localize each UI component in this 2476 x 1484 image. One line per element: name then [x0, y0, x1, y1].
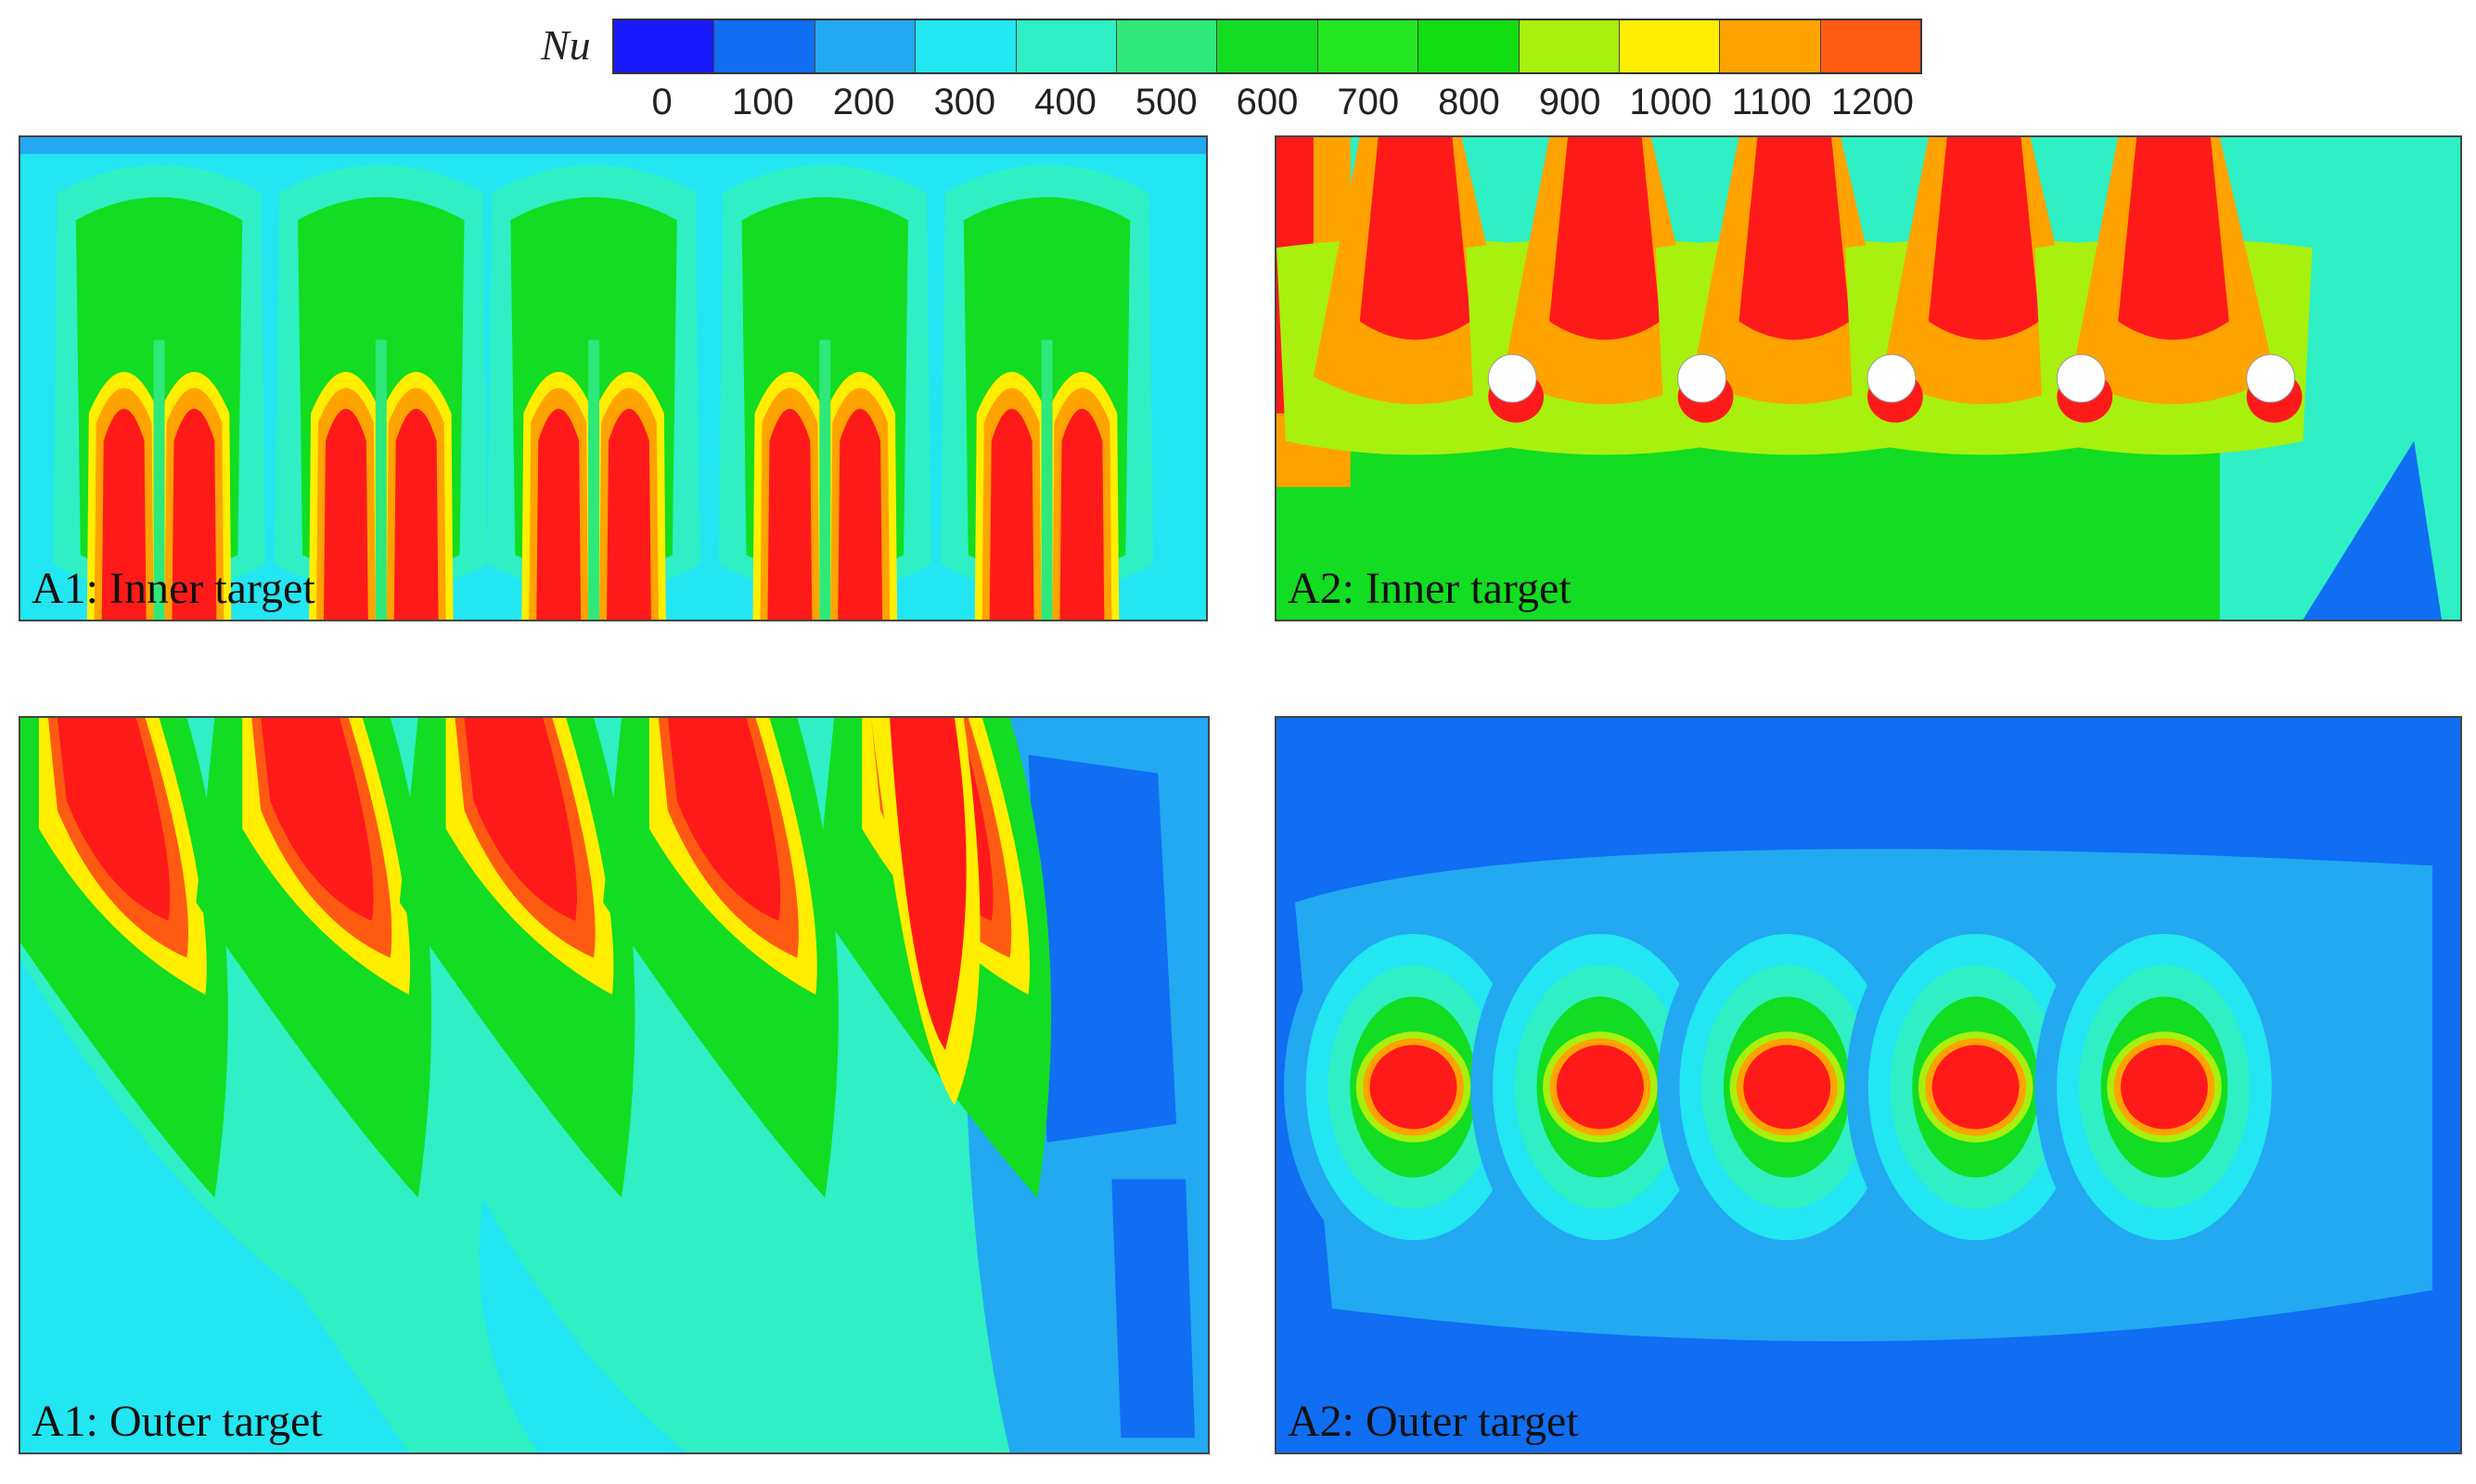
- colorbar-swatch: [1418, 20, 1520, 72]
- hot-spot: [2121, 1044, 2208, 1130]
- panel-a2-outer-target: A2: Outer target: [1275, 716, 2462, 1454]
- colorbar-tick-label: 400: [1034, 82, 1097, 122]
- colorbar-swatch: [1016, 20, 1117, 72]
- panel-label-a2-inner: A2: Inner target: [1288, 564, 1572, 613]
- colorbar-swatch: [1116, 20, 1218, 72]
- panel-label-a2-outer: A2: Outer target: [1288, 1397, 1579, 1446]
- colorbar-swatch: [1720, 20, 1821, 72]
- film-hole: [1487, 353, 1537, 403]
- hot-spot: [1743, 1044, 1831, 1130]
- jet-core: [1738, 137, 1851, 340]
- edge-band: [20, 137, 1206, 154]
- colorbar: [612, 19, 1922, 74]
- colorbar-tick-label: 1100: [1731, 82, 1812, 122]
- hot-core: [261, 718, 374, 921]
- low-region: [1028, 754, 1177, 1143]
- jet-gap: [375, 339, 387, 620]
- colorbar-tick-label: 0: [651, 82, 673, 122]
- film-hole: [1677, 353, 1726, 403]
- hot-core: [57, 718, 171, 921]
- contour-plot-a1-outer: [20, 718, 1208, 1452]
- jet-streak: [393, 408, 439, 620]
- colorbar-title: Nu: [541, 21, 591, 69]
- colorbar-swatch: [1820, 20, 1921, 72]
- jet-streak: [1059, 408, 1105, 620]
- colorbar-tick-label: 1000: [1629, 82, 1713, 122]
- hot-core: [667, 718, 781, 921]
- jet-gap: [153, 339, 165, 620]
- film-hole: [2246, 353, 2296, 403]
- colorbar-swatch: [614, 20, 715, 72]
- panel-label-a1-inner: A1: Inner target: [32, 564, 315, 613]
- contour-plot-a2-inner: [1276, 137, 2460, 620]
- hot-spot: [1556, 1044, 1644, 1130]
- panel-a2-inner-target: A2: Inner target: [1275, 135, 2462, 621]
- colorbar-swatch: [815, 20, 917, 72]
- colorbar-swatch: [1519, 20, 1620, 72]
- jet-streak: [536, 408, 582, 620]
- colorbar-tick-label: 100: [732, 82, 794, 122]
- colorbar-swatch: [714, 20, 815, 72]
- colorbar-tick-label: 800: [1438, 82, 1500, 122]
- film-hole: [1867, 353, 1917, 403]
- jet-core: [1928, 137, 2040, 340]
- panel-label-a1-outer: A1: Outer target: [32, 1397, 323, 1446]
- low-region: [1111, 1179, 1196, 1439]
- panel-a1-outer-target: A1: Outer target: [19, 716, 1210, 1454]
- film-hole: [2056, 353, 2106, 403]
- colorbar-ticks: 0 100 200 300 400 500 600 700 800 900 1000 1100 1200: [612, 82, 1922, 128]
- hot-core: [890, 718, 967, 1051]
- hot-spot: [1369, 1044, 1457, 1130]
- jet-streak: [607, 408, 651, 620]
- jet-streak: [323, 408, 368, 620]
- colorbar-tick-label: 900: [1538, 82, 1601, 122]
- colorbar-tick-label: 1200: [1830, 82, 1914, 122]
- low-region: [2303, 441, 2443, 620]
- hot-spot: [1931, 1044, 2020, 1130]
- jet-gap: [819, 339, 831, 620]
- colorbar-tick-label: 600: [1236, 82, 1299, 122]
- jet-streak: [838, 408, 883, 620]
- colorbar-tick-label: 700: [1337, 82, 1400, 122]
- contour-plot-a2-outer: [1276, 718, 2460, 1452]
- jet-gap: [1041, 339, 1053, 620]
- jet-core: [1359, 137, 1471, 340]
- jet-streak: [101, 408, 147, 620]
- low-region: [479, 1197, 686, 1452]
- colorbar-swatch: [1317, 20, 1419, 72]
- colorbar-tick-label: 500: [1135, 82, 1198, 122]
- jet-core: [1549, 137, 1661, 340]
- contour-plot-a1-inner: [20, 137, 1206, 620]
- jet-core: [2118, 137, 2229, 340]
- colorbar-swatch: [1217, 20, 1318, 72]
- jet-streak: [989, 408, 1034, 620]
- colorbar-swatch: [1619, 20, 1721, 72]
- hot-core: [464, 718, 577, 921]
- panel-a1-inner-target: A1: Inner target: [19, 135, 1208, 621]
- jet-streak: [767, 408, 813, 620]
- jet-streak: [172, 408, 217, 620]
- colorbar-swatch: [916, 20, 1017, 72]
- jet-gap: [588, 339, 600, 620]
- colorbar-tick-label: 200: [832, 82, 895, 122]
- low-region: [20, 957, 409, 1452]
- colorbar-tick-label: 300: [933, 82, 996, 122]
